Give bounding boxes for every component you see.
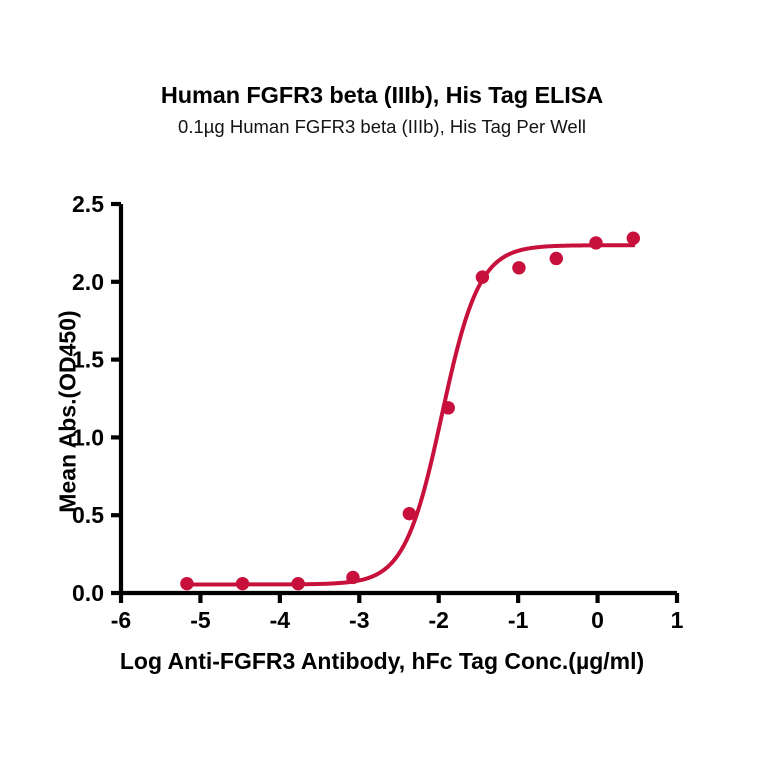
y-tick-label-1: 0.5 xyxy=(72,502,104,528)
x-tick-label-6: 0 xyxy=(591,607,604,633)
x-tick-label-4: -2 xyxy=(428,607,448,633)
y-tick-label-3: 1.5 xyxy=(72,347,104,373)
data-point-4 xyxy=(402,506,417,521)
data-point-7 xyxy=(512,261,526,275)
chart-subtitle: 0.1µg Human FGFR3 beta (IIIb), His Tag P… xyxy=(178,115,586,137)
x-tick-label-2: -4 xyxy=(270,607,291,633)
chart-title: Human FGFR3 beta (IIIb), His Tag ELISA xyxy=(160,82,604,108)
x-tick-label-7: 1 xyxy=(671,607,684,633)
data-point-0 xyxy=(180,576,194,591)
tick-labels-group: 0.0 0.5 1.0 1.5 2.0 2.5 -6 -5 -4 -3 -2 -1 0 1 xyxy=(72,191,684,633)
y-tick-label-4: 2.0 xyxy=(72,269,104,295)
data-point-9 xyxy=(589,236,603,250)
x-tick-label-3: -3 xyxy=(349,607,369,633)
x-tick-label-0: -6 xyxy=(111,607,131,633)
data-point-6 xyxy=(475,270,490,284)
x-tick-label-5: -1 xyxy=(508,607,529,633)
data-point-8 xyxy=(549,251,563,266)
title-block: Human FGFR3 beta (IIIb), His Tag ELISA 0… xyxy=(0,82,764,139)
axes-group xyxy=(111,201,680,603)
fit-curve xyxy=(184,243,636,587)
x-tick-label-1: -5 xyxy=(190,607,211,633)
y-tick-label-0: 0.0 xyxy=(72,580,104,606)
data-point-1 xyxy=(235,576,250,591)
data-points-group xyxy=(180,231,641,591)
data-point-10 xyxy=(626,231,641,245)
y-tick-label-5: 2.5 xyxy=(72,191,104,217)
y-tick-label-2: 1.0 xyxy=(72,424,104,450)
data-point-2 xyxy=(291,576,305,591)
data-point-5 xyxy=(441,401,455,415)
fit-curve-group xyxy=(184,243,636,587)
x-axis-label: Log Anti-FGFR3 Antibody, hFc Tag Conc.(µ… xyxy=(119,648,645,674)
data-point-3 xyxy=(346,570,360,585)
y-axis-label: Mean Abs.(OD450) xyxy=(54,310,81,513)
